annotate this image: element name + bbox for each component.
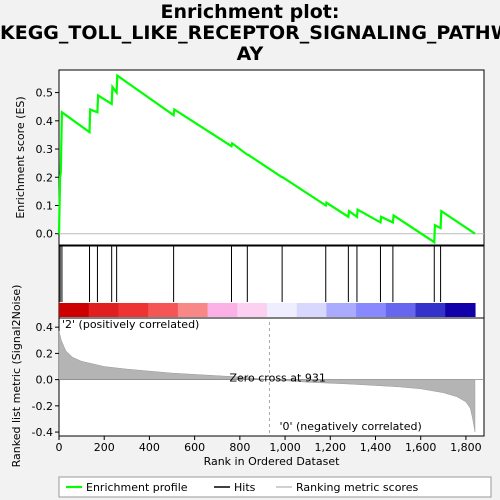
metric-y-tick-label: -0.2 bbox=[32, 400, 53, 413]
metric-y-tick-label: 0.0 bbox=[36, 374, 54, 387]
metric-y-tick-label: -0.4 bbox=[32, 426, 53, 439]
metric-y-tick-label: 0.4 bbox=[36, 321, 54, 334]
es-curve bbox=[57, 73, 476, 245]
colorbar-segment bbox=[59, 303, 90, 317]
negative-label: '0' (negatively correlated) bbox=[279, 420, 421, 433]
chart-title-line-1: Enrichment plot: bbox=[160, 1, 340, 23]
es-y-tick-label: 0.5 bbox=[36, 87, 54, 100]
metric-y-tick-label: 0.2 bbox=[36, 347, 54, 360]
colorbar-segment bbox=[326, 303, 357, 317]
x-tick-label: 600 bbox=[184, 441, 205, 454]
x-tick-label: 1,000 bbox=[269, 441, 301, 454]
x-tick-label: 800 bbox=[229, 441, 250, 454]
chart-title-line-3: AY bbox=[236, 43, 264, 65]
x-axis-label: Rank in Ordered Dataset bbox=[204, 455, 341, 468]
es-y-tick-label: 0.1 bbox=[36, 199, 54, 212]
colorbar-segment bbox=[445, 303, 476, 317]
colorbar-segment bbox=[237, 303, 268, 317]
es-y-tick-label: 0.3 bbox=[36, 143, 54, 156]
positive-label: '2' (positively correlated) bbox=[62, 318, 199, 331]
legend-enrichment-label: Enrichment profile bbox=[86, 481, 188, 494]
x-tick-label: 200 bbox=[94, 441, 115, 454]
x-tick-label: 0 bbox=[56, 441, 63, 454]
colorbar-segment bbox=[88, 303, 120, 317]
metric-area bbox=[58, 331, 476, 433]
legend-metric-label: Ranking metric scores bbox=[296, 481, 418, 494]
x-tick-label: 1,800 bbox=[450, 441, 482, 454]
es-panel-frame bbox=[58, 69, 485, 246]
es-y-tick-label: 0.0 bbox=[36, 228, 54, 241]
es-y-axis-label: Enrichment score (ES) bbox=[14, 96, 27, 218]
x-tick-label: 400 bbox=[139, 441, 160, 454]
colorbar-segment bbox=[118, 303, 149, 317]
x-tick-label: 1,400 bbox=[360, 441, 392, 454]
colorbar-segment bbox=[296, 303, 328, 317]
metric-y-axis-label: Ranked list metric (Signal2Noise) bbox=[10, 285, 23, 468]
x-tick-label: 1,200 bbox=[315, 441, 347, 454]
x-tick-label: 1,600 bbox=[405, 441, 437, 454]
colorbar-segment bbox=[207, 303, 238, 317]
es-y-tick-label: 0.2 bbox=[36, 171, 54, 184]
chart-title-line-2: KEGG_TOLL_LIKE_RECEPTOR_SIGNALING_PATHW bbox=[0, 22, 500, 44]
es-y-tick-label: 0.4 bbox=[36, 115, 54, 128]
zero-cross-label: Zero cross at 931 bbox=[229, 372, 325, 385]
colorbar-segment bbox=[266, 303, 298, 317]
colorbar-segment bbox=[415, 303, 446, 317]
colorbar-segment bbox=[177, 303, 209, 317]
legend-hits-label: Hits bbox=[234, 481, 256, 494]
colorbar-segment bbox=[148, 303, 179, 317]
legend-box bbox=[58, 476, 492, 498]
colorbar-segment bbox=[385, 303, 417, 317]
colorbar-segment bbox=[356, 303, 387, 317]
